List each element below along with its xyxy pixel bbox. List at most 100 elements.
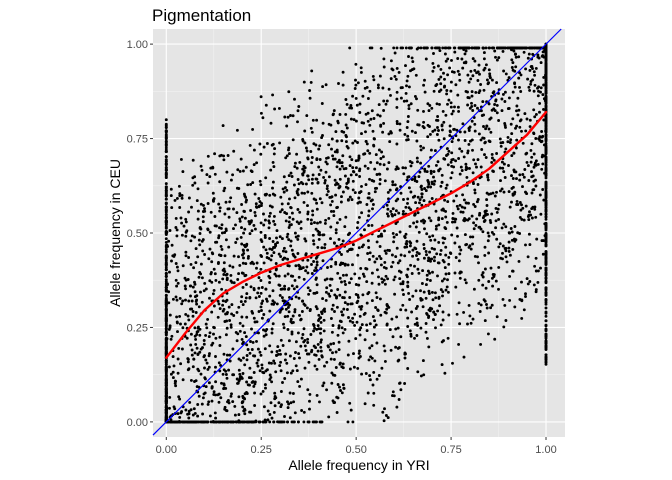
- scatter-point: [358, 167, 362, 171]
- scatter-point: [224, 333, 228, 337]
- scatter-point: [538, 110, 541, 114]
- scatter-point: [191, 365, 195, 369]
- scatter-point: [287, 152, 291, 156]
- scatter-point: [310, 161, 314, 165]
- scatter-point: [259, 111, 263, 115]
- scatter-point: [408, 244, 412, 248]
- scatter-point: [508, 205, 512, 209]
- scatter-point: [528, 125, 532, 129]
- scatter-point: [341, 273, 345, 277]
- scatter-point: [395, 46, 399, 50]
- scatter-point: [232, 314, 236, 317]
- scatter-point: [290, 332, 294, 336]
- scatter-point: [323, 221, 327, 225]
- scatter-point: [277, 274, 281, 278]
- scatter-point: [403, 356, 407, 360]
- scatter-point: [515, 104, 519, 108]
- scatter-point: [344, 215, 348, 219]
- scatter-point: [240, 401, 244, 405]
- scatter-point: [307, 178, 311, 182]
- scatter-point: [330, 199, 334, 203]
- scatter-point: [310, 177, 314, 181]
- scatter-point: [343, 279, 347, 283]
- scatter-point: [164, 193, 168, 197]
- scatter-point: [458, 172, 462, 176]
- scatter-point: [174, 262, 178, 265]
- scatter-point: [423, 227, 426, 231]
- scatter-point: [500, 109, 504, 113]
- scatter-point: [315, 177, 319, 181]
- scatter-point: [363, 79, 367, 83]
- scatter-point: [249, 340, 252, 343]
- scatter-point: [178, 397, 182, 401]
- scatter-point: [285, 235, 289, 239]
- scatter-point: [289, 171, 293, 175]
- scatter-point: [187, 318, 191, 322]
- scatter-point: [230, 280, 234, 284]
- scatter-point: [501, 166, 505, 170]
- scatter-point: [434, 224, 438, 228]
- scatter-point: [544, 79, 548, 83]
- scatter-point: [511, 177, 515, 180]
- scatter-point: [344, 283, 347, 286]
- scatter-point: [447, 255, 451, 259]
- scatter-point: [346, 198, 350, 202]
- scatter-point: [270, 331, 274, 335]
- scatter-point: [503, 176, 507, 179]
- scatter-point: [290, 211, 294, 215]
- scatter-point: [427, 182, 431, 186]
- scatter-point: [280, 208, 284, 212]
- scatter-point: [282, 256, 286, 260]
- scatter-point: [164, 394, 168, 398]
- scatter-point: [212, 326, 216, 330]
- scatter-point: [308, 308, 312, 311]
- scatter-point: [234, 223, 237, 227]
- scatter-point: [340, 129, 344, 133]
- scatter-point: [285, 154, 289, 158]
- scatter-point: [422, 243, 426, 246]
- scatter-point: [500, 97, 504, 101]
- scatter-point: [471, 109, 475, 112]
- scatter-point: [507, 190, 511, 194]
- scatter-point: [297, 275, 301, 279]
- scatter-point: [470, 46, 474, 50]
- scatter-point: [294, 364, 298, 368]
- scatter-point: [177, 346, 181, 350]
- scatter-point: [467, 303, 471, 307]
- scatter-point: [298, 356, 301, 360]
- scatter-point: [382, 163, 386, 167]
- scatter-point: [164, 278, 168, 282]
- scatter-point: [174, 295, 178, 299]
- scatter-point: [327, 415, 331, 419]
- scatter-point: [184, 234, 188, 238]
- scatter-point: [225, 353, 229, 357]
- scatter-point: [231, 265, 235, 269]
- scatter-point: [287, 238, 291, 242]
- scatter-point: [359, 66, 363, 70]
- scatter-point: [526, 164, 530, 168]
- scatter-point: [289, 244, 293, 248]
- scatter-point: [286, 314, 290, 318]
- scatter-point: [470, 119, 474, 123]
- scatter-point: [534, 288, 538, 292]
- scatter-point: [488, 218, 492, 222]
- scatter-point: [209, 270, 213, 274]
- scatter-point: [164, 359, 168, 363]
- scatter-point: [466, 96, 470, 99]
- scatter-point: [458, 78, 462, 82]
- scatter-point: [303, 344, 307, 348]
- scatter-point: [288, 416, 292, 420]
- scatter-point: [197, 238, 201, 242]
- scatter-point: [504, 255, 508, 259]
- scatter-point: [481, 100, 485, 104]
- scatter-point: [418, 170, 422, 174]
- scatter-point: [411, 195, 415, 199]
- scatter-point: [330, 307, 334, 311]
- scatter-point: [479, 83, 483, 86]
- scatter-point: [213, 224, 217, 228]
- scatter-point: [240, 203, 244, 206]
- scatter-point: [344, 112, 348, 116]
- scatter-point: [303, 237, 307, 241]
- scatter-point: [312, 329, 316, 333]
- scatter-point: [168, 395, 172, 399]
